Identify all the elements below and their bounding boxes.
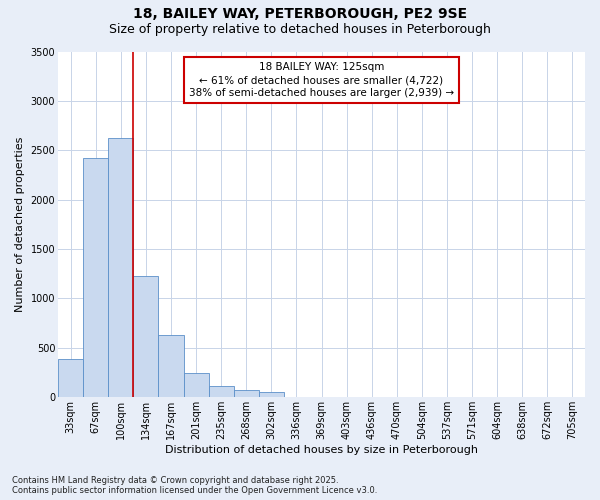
Bar xyxy=(108,138,133,398)
Bar xyxy=(259,392,284,398)
Bar xyxy=(83,158,108,398)
Bar xyxy=(184,372,209,398)
Text: Size of property relative to detached houses in Peterborough: Size of property relative to detached ho… xyxy=(109,22,491,36)
Text: 18, BAILEY WAY, PETERBOROUGH, PE2 9SE: 18, BAILEY WAY, PETERBOROUGH, PE2 9SE xyxy=(133,8,467,22)
Bar xyxy=(234,390,259,398)
Y-axis label: Number of detached properties: Number of detached properties xyxy=(15,136,25,312)
Text: Contains HM Land Registry data © Crown copyright and database right 2025.
Contai: Contains HM Land Registry data © Crown c… xyxy=(12,476,377,495)
Bar xyxy=(58,359,83,398)
Bar xyxy=(209,386,234,398)
Text: 18 BAILEY WAY: 125sqm
← 61% of detached houses are smaller (4,722)
38% of semi-d: 18 BAILEY WAY: 125sqm ← 61% of detached … xyxy=(189,62,454,98)
Bar xyxy=(158,335,184,398)
Bar xyxy=(133,276,158,398)
X-axis label: Distribution of detached houses by size in Peterborough: Distribution of detached houses by size … xyxy=(165,445,478,455)
